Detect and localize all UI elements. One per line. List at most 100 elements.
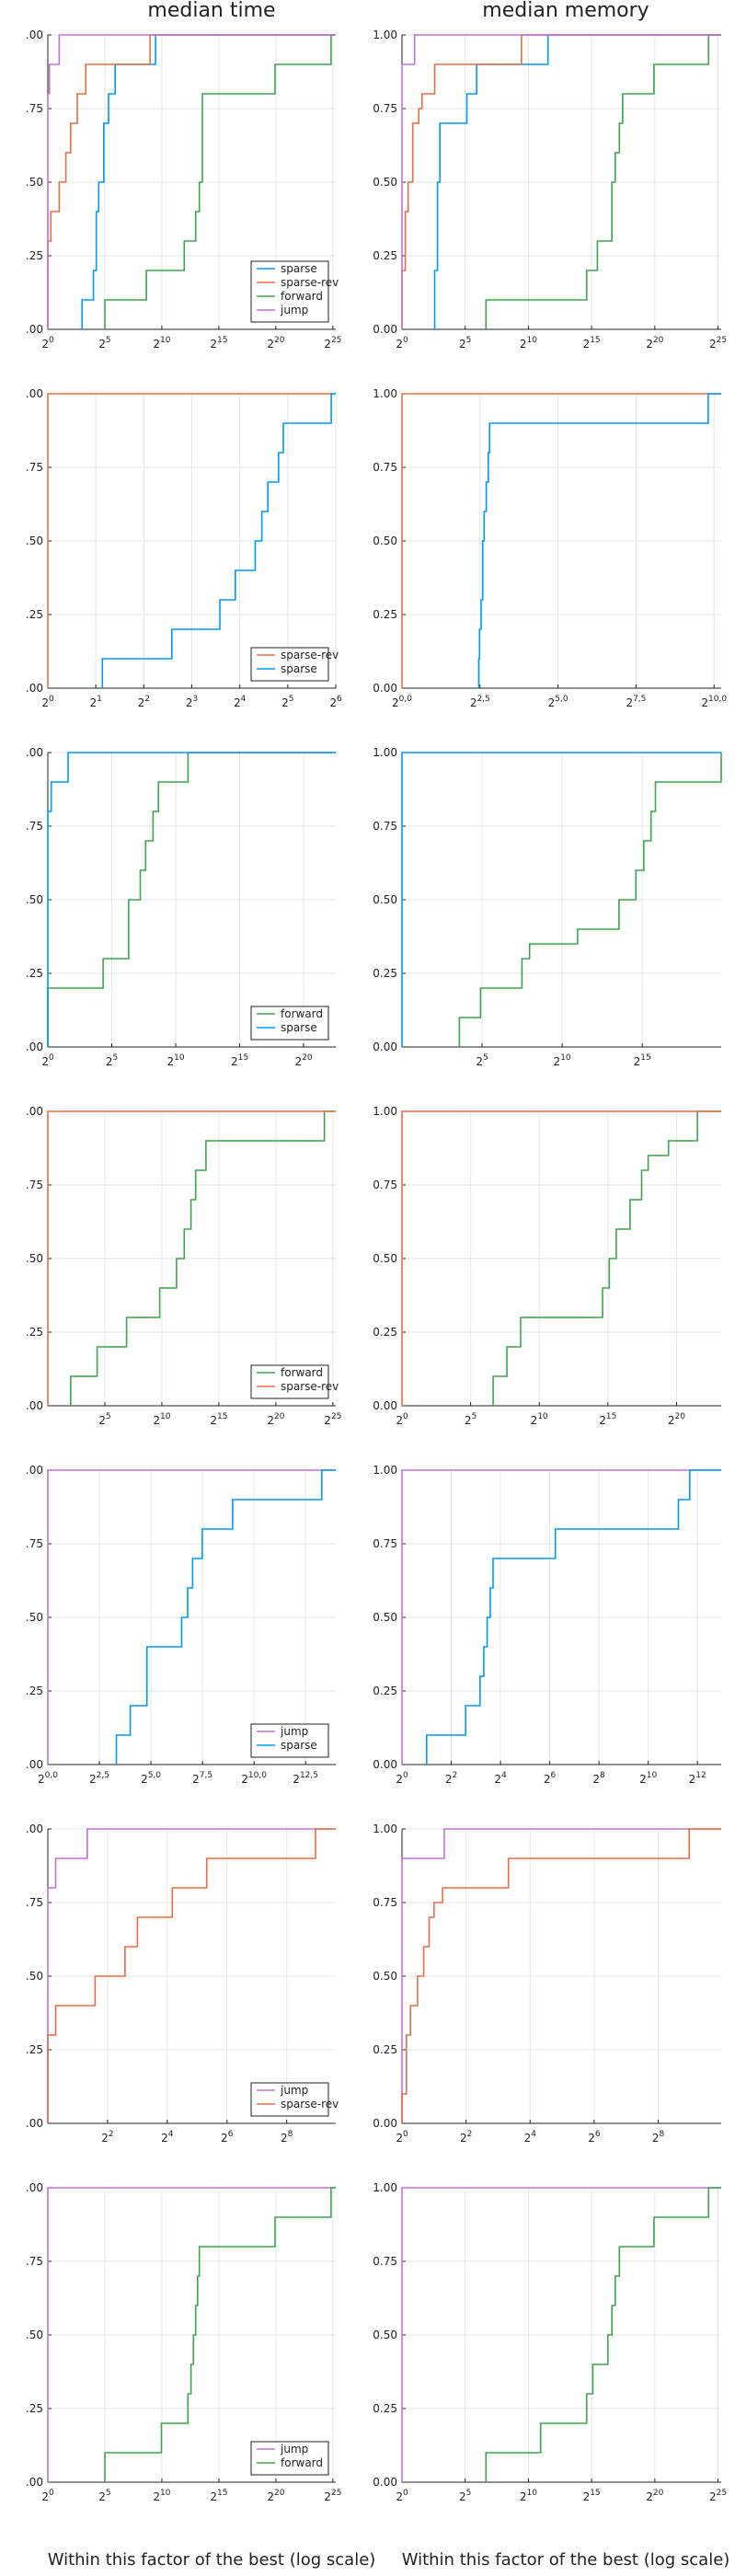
y-tick-label: .00 [26, 1399, 43, 1412]
x-tick-label: 210 [639, 1771, 657, 1786]
x-tick-label: 25 [465, 1412, 477, 1427]
x-tick-label: 220 [267, 1412, 284, 1427]
x-tick-exponent: 10 [560, 1053, 571, 1063]
x-tick-base: 2 [520, 338, 527, 351]
x-tick-exponent: 15 [238, 1053, 248, 1063]
y-tick-label: 1.00 [373, 29, 397, 41]
x-tick-base: 2 [396, 1773, 403, 1786]
y-tick-label: 0.75 [373, 1537, 397, 1550]
x-tick-base: 2 [192, 1773, 200, 1786]
x-tick-base: 2 [634, 1055, 641, 1068]
x-tick-exponent: 10 [160, 1412, 171, 1421]
x-tick-base: 2 [41, 2490, 49, 2503]
y-tick-label: 0.00 [373, 682, 397, 695]
series-line-sparse-rev [47, 393, 336, 688]
legend-label: jump [280, 2084, 308, 2097]
y-tick-label: 0.25 [373, 1326, 397, 1339]
x-tick-label: 22,5 [89, 1771, 109, 1786]
y-tick-label: 0.25 [373, 249, 397, 262]
x-tick-exponent: 10 [527, 2489, 538, 2498]
x-tick-exponent: 4 [501, 1771, 507, 1780]
x-tick-exponent: 3 [192, 695, 198, 704]
x-tick-base: 2 [89, 696, 97, 709]
x-tick-exponent: 5 [106, 336, 111, 345]
x-tick-base: 2 [646, 2490, 653, 2503]
y-tick-label: .50 [26, 1252, 43, 1265]
x-tick-exponent: 20 [274, 1412, 285, 1421]
y-tick-label: .50 [26, 535, 43, 547]
legend-label: sparse [281, 662, 317, 675]
x-tick-label: 25 [106, 1053, 118, 1068]
y-tick-label: .50 [26, 1970, 43, 1983]
series-line-sparse [477, 393, 721, 688]
x-tick-exponent: 4 [531, 2130, 536, 2139]
y-tick-label: .75 [26, 820, 43, 833]
y-tick-label: .00 [26, 29, 43, 41]
x-tick-base: 2 [221, 2132, 228, 2145]
x-tick-base: 2 [281, 696, 289, 709]
x-tick-base: 2 [98, 2490, 106, 2503]
x-tick-label: 220 [646, 336, 663, 351]
x-tick-exponent: 5 [106, 1412, 111, 1421]
x-tick-label: 212 [689, 1771, 706, 1786]
x-tick-base: 2 [153, 2490, 160, 2503]
series-line-sparse [401, 752, 721, 1047]
x-tick-label: 24 [234, 695, 247, 709]
x-tick-exponent: 15 [217, 2489, 227, 2498]
legend-label: sparse-rev [281, 1380, 339, 1393]
y-tick-label: 0.75 [373, 1896, 397, 1909]
legend-label: forward [281, 1007, 323, 1020]
y-tick-label: 1.00 [373, 1464, 397, 1477]
x-tick-base: 2 [186, 696, 193, 709]
x-tick-label: 20 [41, 695, 54, 709]
legend-label: jump [280, 2443, 308, 2455]
series-line-sparse [115, 1469, 336, 1765]
x-tick-exponent: 10,0 [708, 695, 727, 704]
x-tick-label: 23 [186, 695, 198, 709]
legend-label: sparse [281, 262, 317, 275]
x-tick-exponent: 25 [717, 2489, 727, 2498]
y-tick-label: .00 [26, 387, 43, 400]
y-tick-label: 0.75 [373, 1179, 397, 1191]
series-line-sparse-rev [47, 1828, 336, 2123]
x-tick-label: 210 [554, 1053, 571, 1068]
x-tick-exponent: 10 [174, 1053, 185, 1063]
x-tick-exponent: 12 [695, 1771, 706, 1780]
series-line-sparse-rev [401, 1110, 721, 1406]
x-tick-base: 2 [161, 2132, 168, 2145]
x-tick-label: 20 [396, 1412, 408, 1427]
x-tick-label: 24 [524, 2130, 537, 2145]
x-tick-label: 20 [41, 336, 54, 351]
x-tick-base: 2 [709, 2490, 717, 2503]
x-tick-base: 2 [324, 338, 331, 351]
x-tick-base: 2 [592, 1773, 600, 1786]
y-tick-label: 0.50 [373, 535, 397, 547]
y-tick-label: 0.50 [373, 1611, 397, 1624]
x-tick-label: 225 [324, 1412, 341, 1427]
x-tick-label: 20 [41, 2489, 54, 2503]
series-line-jump [401, 1828, 721, 2123]
x-tick-base: 2 [689, 1773, 696, 1786]
x-tick-label: 210,0 [241, 1771, 267, 1786]
y-tick-label: 0.25 [373, 2402, 397, 2415]
y-tick-label: .75 [26, 102, 43, 115]
x-tick-exponent: 5 [483, 1053, 488, 1063]
x-tick-base: 2 [167, 1055, 174, 1068]
x-tick-exponent: 0 [49, 2489, 54, 2498]
y-tick-label: .75 [26, 1179, 43, 1191]
x-tick-exponent: 20 [274, 2489, 285, 2498]
x-tick-exponent: 5 [466, 2489, 472, 2498]
x-tick-base: 2 [639, 1773, 647, 1786]
series-line-jump [47, 34, 336, 329]
x-tick-exponent: 10 [537, 1412, 548, 1421]
x-tick-base: 2 [241, 1773, 248, 1786]
legend-label: sparse-rev [281, 649, 339, 661]
x-tick-exponent: 5,0 [555, 695, 568, 704]
x-tick-base: 2 [459, 338, 466, 351]
y-tick-label: 0.00 [373, 2476, 397, 2489]
series-line-sparse [433, 34, 721, 329]
